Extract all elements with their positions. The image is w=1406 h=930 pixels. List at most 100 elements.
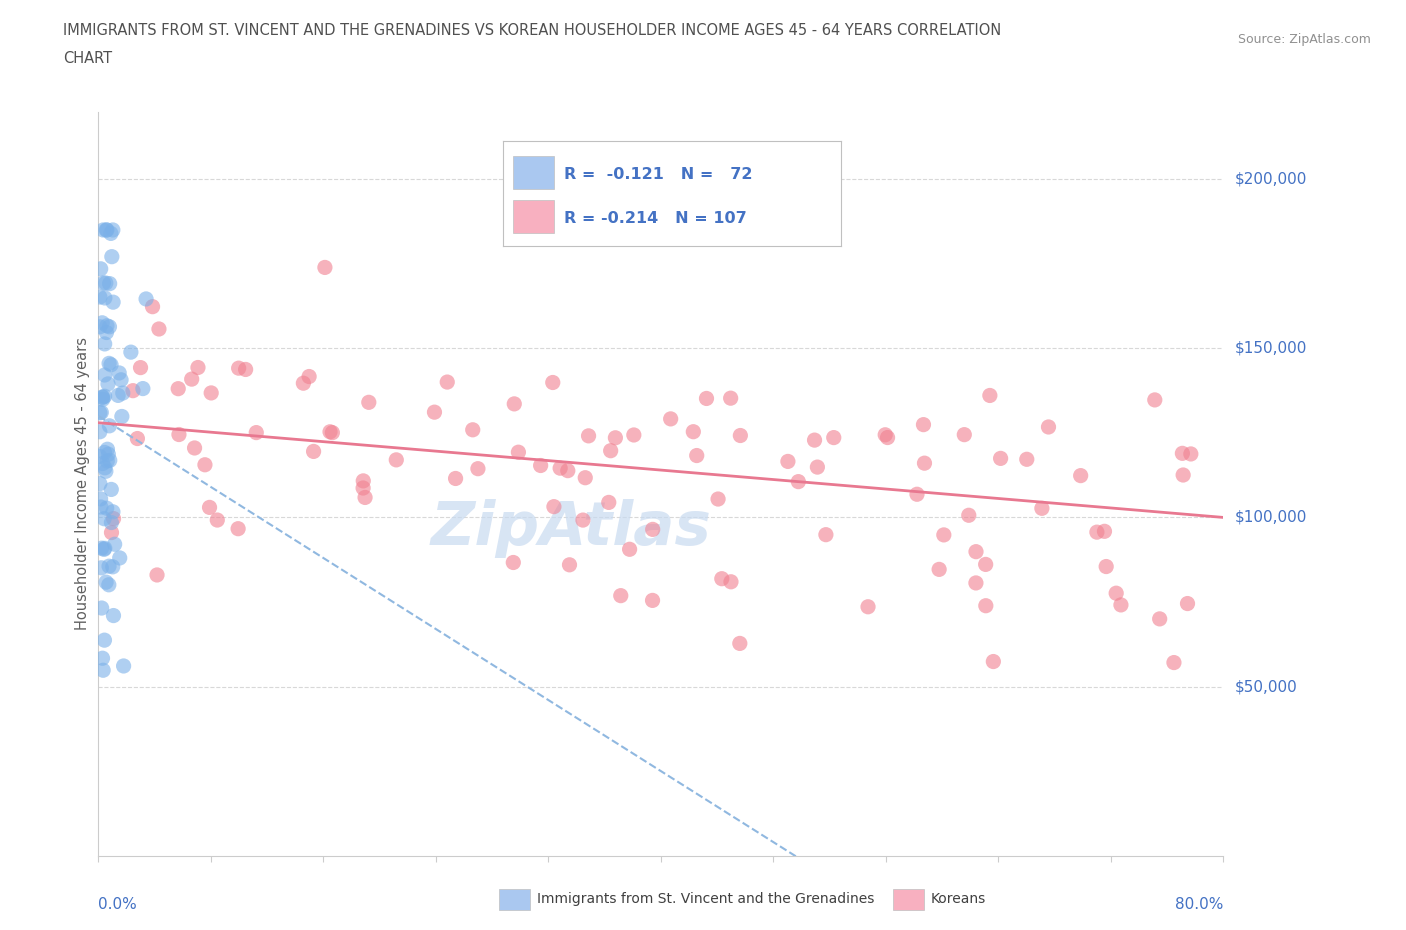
Point	[502, 555, 524, 570]
Point	[965, 544, 987, 559]
Point	[578, 429, 600, 444]
Point	[979, 388, 1001, 403]
Point	[321, 425, 343, 440]
Point	[98, 559, 121, 574]
Point	[180, 372, 202, 387]
Point	[93, 389, 115, 404]
Point	[91, 392, 114, 406]
Point	[932, 527, 955, 542]
Text: Source: ZipAtlas.com: Source: ZipAtlas.com	[1237, 33, 1371, 46]
Point	[1031, 501, 1053, 516]
Point	[97, 377, 120, 392]
Point	[183, 441, 205, 456]
Point	[423, 405, 446, 419]
Point	[89, 319, 111, 334]
Point	[357, 395, 380, 410]
Point	[856, 599, 879, 614]
Point	[319, 424, 342, 439]
Point	[503, 396, 526, 411]
Text: $100,000: $100,000	[1234, 510, 1306, 525]
Point	[93, 445, 115, 459]
Point	[200, 386, 222, 401]
Point	[530, 458, 553, 473]
Point	[508, 445, 530, 459]
Text: Koreans: Koreans	[931, 892, 986, 907]
Point	[710, 571, 733, 586]
Point	[90, 601, 112, 616]
Point	[1105, 586, 1128, 601]
Point	[572, 512, 595, 527]
Point	[89, 405, 111, 420]
Point	[557, 463, 579, 478]
Point	[89, 424, 111, 439]
Point	[905, 486, 928, 501]
Point	[90, 405, 112, 419]
Point	[91, 390, 114, 405]
Point	[1149, 611, 1171, 626]
Point	[97, 578, 120, 592]
Point	[352, 473, 374, 488]
Point	[101, 295, 124, 310]
Point	[1038, 419, 1060, 434]
Point	[1070, 468, 1092, 483]
Point	[90, 499, 112, 514]
Point	[96, 325, 118, 339]
Point	[96, 500, 118, 515]
Point	[806, 459, 828, 474]
Point	[132, 381, 155, 396]
Point	[96, 318, 118, 333]
Point	[302, 444, 325, 458]
Point	[686, 448, 709, 463]
Point	[108, 365, 131, 380]
Point	[814, 527, 837, 542]
Point	[598, 495, 620, 510]
Point	[98, 276, 121, 291]
Point	[728, 636, 751, 651]
Point	[90, 261, 112, 276]
Point	[91, 315, 114, 330]
Point	[103, 512, 125, 526]
Point	[94, 275, 117, 290]
Point	[94, 541, 117, 556]
Point	[91, 651, 114, 666]
Point	[875, 428, 897, 443]
Point	[112, 658, 135, 673]
Point	[1095, 559, 1118, 574]
Point	[110, 372, 132, 387]
Point	[965, 576, 987, 591]
Point	[574, 471, 596, 485]
Point	[641, 593, 664, 608]
Point	[623, 428, 645, 443]
Point	[974, 598, 997, 613]
Point	[104, 537, 127, 551]
Text: $50,000: $50,000	[1234, 679, 1298, 694]
Point	[1163, 655, 1185, 670]
Point	[101, 249, 124, 264]
Point	[111, 409, 134, 424]
Point	[467, 461, 489, 476]
Point	[167, 427, 190, 442]
Point	[96, 442, 118, 457]
Point	[619, 542, 641, 557]
Point	[97, 446, 120, 461]
Point	[187, 360, 209, 375]
Point	[953, 427, 976, 442]
Point	[90, 561, 112, 576]
Text: 80.0%: 80.0%	[1175, 897, 1223, 911]
Point	[100, 357, 122, 372]
Point	[787, 474, 810, 489]
Point	[823, 431, 845, 445]
Point	[730, 428, 752, 443]
Point	[93, 367, 115, 382]
Point	[245, 425, 267, 440]
Point	[541, 375, 564, 390]
Point	[129, 360, 152, 375]
Text: CHART: CHART	[63, 51, 112, 66]
Point	[1180, 446, 1202, 461]
Point	[122, 383, 145, 398]
Point	[682, 424, 704, 439]
Point	[461, 422, 484, 437]
Point	[98, 319, 121, 334]
Point	[298, 369, 321, 384]
Point	[96, 454, 118, 469]
